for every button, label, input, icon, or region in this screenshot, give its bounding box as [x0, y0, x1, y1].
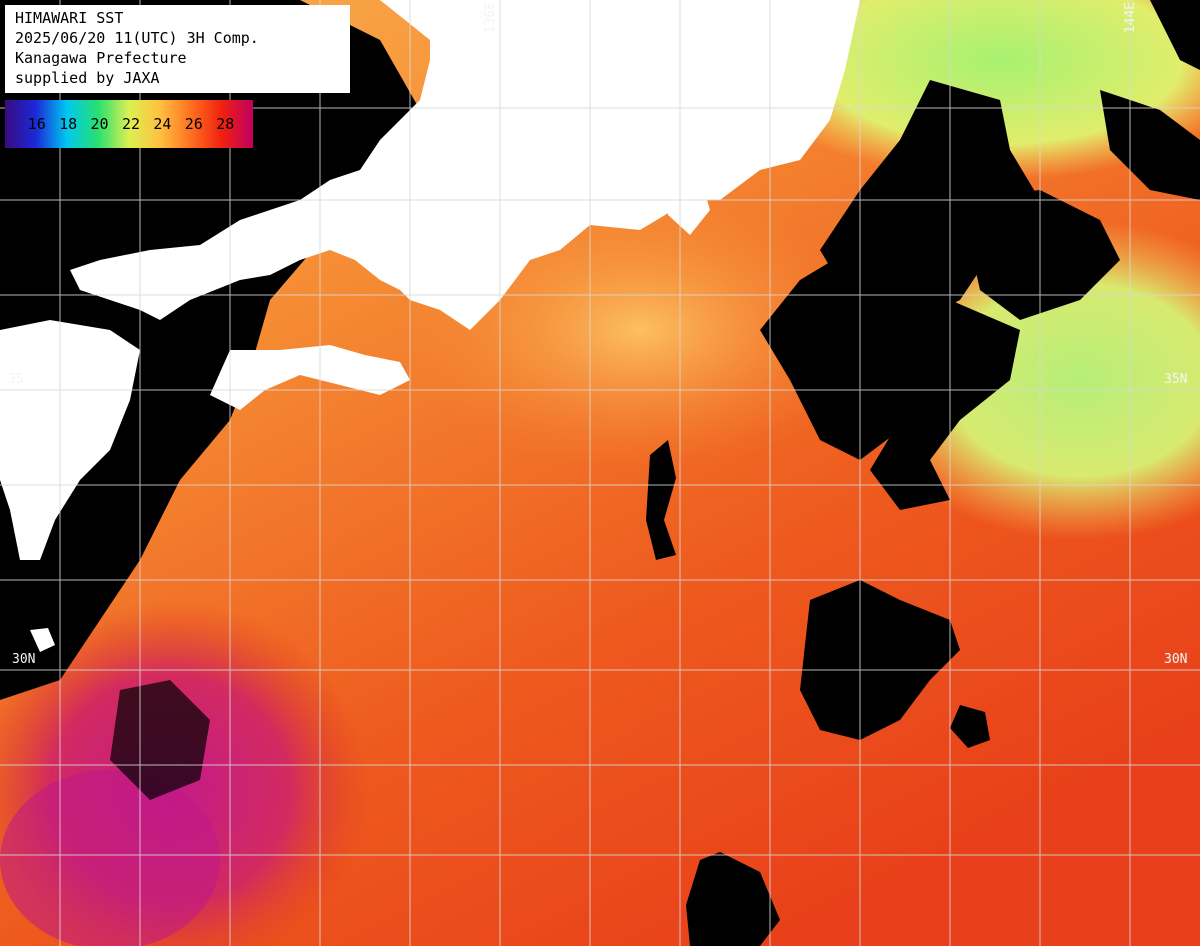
hot-water-southwest-core [0, 770, 220, 946]
product-title: HIMAWARI SST [15, 9, 124, 27]
shikoku [210, 345, 410, 410]
colorbar-tick: 26 [184, 115, 203, 133]
lon-label-136e: 136E [483, 2, 498, 34]
izu-peninsula [668, 175, 710, 235]
colorbar-tick: 28 [216, 115, 235, 133]
observation-time: 2025/06/20 11(UTC) 3H Comp. [15, 29, 259, 47]
lon-label-144e: 144E [1123, 2, 1138, 34]
colorbar-tick: 22 [121, 115, 140, 133]
honshu [70, 0, 860, 330]
info-box: HIMAWARI SST 2025/06/20 11(UTC) 3H Comp.… [5, 5, 350, 93]
temperature-colorbar: 16 18 20 22 24 26 28 [5, 100, 253, 148]
data-supplier: supplied by JAXA [15, 69, 160, 87]
colorbar-tick: 16 [27, 115, 46, 133]
land [0, 0, 860, 652]
colorbar-tick: 18 [59, 115, 78, 133]
lat-label-left-35: 35 [8, 372, 24, 387]
kyushu [0, 320, 140, 560]
lat-label-right-35n: 35N [1164, 372, 1188, 387]
provider-prefecture: Kanagawa Prefecture [15, 49, 187, 67]
colorbar-tick: 24 [153, 115, 172, 133]
colorbar-tick: 20 [90, 115, 109, 133]
lat-label-right-30n: 30N [1164, 652, 1188, 667]
tanegashima [30, 628, 55, 652]
lat-label-left-30n: 30N [12, 652, 36, 667]
cool-water-north [740, 0, 1200, 180]
